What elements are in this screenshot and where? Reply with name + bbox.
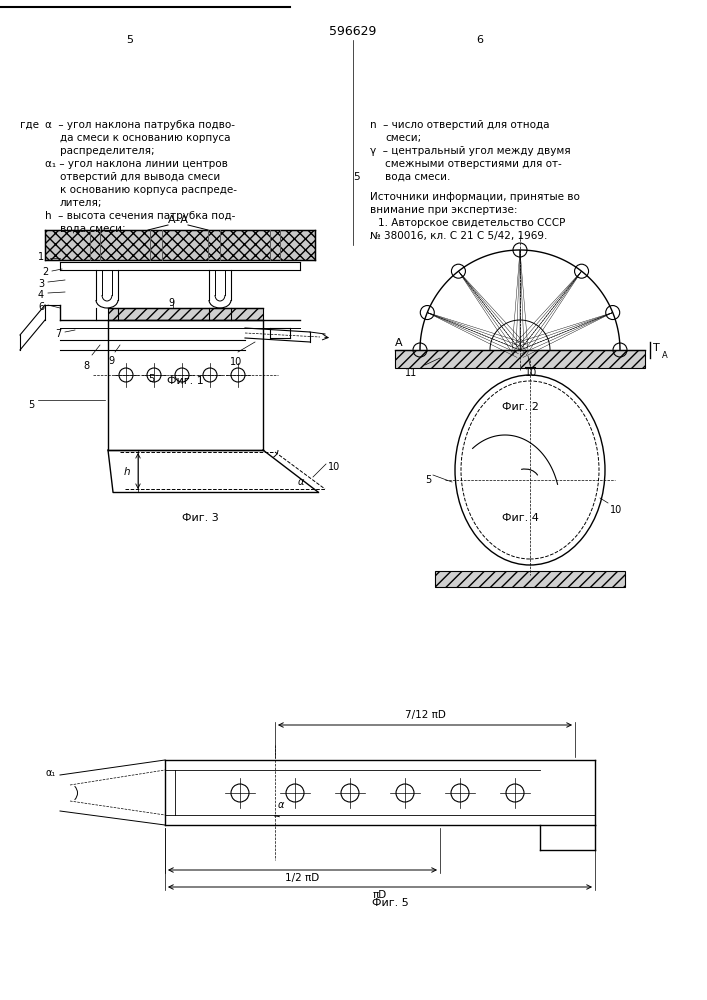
Text: 10: 10 — [525, 368, 537, 378]
Text: 596629: 596629 — [329, 25, 377, 38]
Text: Фиг. 3: Фиг. 3 — [182, 513, 218, 523]
Text: № 380016, кл. С 21 С 5/42, 1969.: № 380016, кл. С 21 С 5/42, 1969. — [370, 231, 547, 241]
Text: Источники информации, принятые во: Источники информации, принятые во — [370, 192, 580, 202]
Bar — [45, 230, 315, 260]
Text: h  – высота сечения патрубка под-: h – высота сечения патрубка под- — [45, 211, 235, 221]
Text: отверстий для вывода смеси: отверстий для вывода смеси — [60, 172, 221, 182]
Text: T: T — [653, 343, 660, 353]
Text: 5: 5 — [127, 35, 134, 45]
Text: Фиг. 5: Фиг. 5 — [372, 898, 409, 908]
Text: Фиг. 2: Фиг. 2 — [501, 402, 539, 412]
Text: α₁: α₁ — [45, 768, 55, 778]
Text: α₁ – угол наклона линии центров: α₁ – угол наклона линии центров — [45, 159, 228, 169]
Text: 1. Авторское свидетельство СССР: 1. Авторское свидетельство СССР — [378, 218, 566, 228]
Text: 10: 10 — [230, 357, 243, 367]
Text: 3: 3 — [38, 279, 44, 289]
Text: к основанию корпуса распреде-: к основанию корпуса распреде- — [60, 185, 237, 195]
Text: вода смеси.: вода смеси. — [385, 172, 450, 182]
Text: γ  – центральный угол между двумя: γ – центральный угол между двумя — [370, 146, 571, 156]
Text: лителя;: лителя; — [60, 198, 103, 208]
Bar — [108, 308, 263, 320]
Text: 9: 9 — [108, 356, 114, 366]
Text: 1: 1 — [38, 252, 44, 262]
Text: 5: 5 — [425, 475, 431, 485]
Text: 5: 5 — [148, 374, 154, 384]
Text: 8: 8 — [83, 361, 89, 371]
Text: 5: 5 — [28, 400, 34, 410]
Text: вода смеси;: вода смеси; — [60, 224, 126, 234]
Text: 7/12 πD: 7/12 πD — [404, 710, 445, 720]
Text: A: A — [662, 351, 667, 360]
Text: да смеси к основанию корпуса: да смеси к основанию корпуса — [60, 133, 230, 143]
Text: где: где — [20, 120, 42, 130]
Text: 7: 7 — [55, 329, 62, 339]
Text: распределителя;: распределителя; — [60, 146, 155, 156]
Text: 9: 9 — [168, 298, 174, 308]
Text: α: α — [298, 477, 305, 487]
Text: n  – число отверстий для отнода: n – число отверстий для отнода — [370, 120, 549, 130]
Text: α  – угол наклона патрубка подво-: α – угол наклона патрубка подво- — [45, 120, 235, 130]
Text: внимание при экспертизе:: внимание при экспертизе: — [370, 205, 518, 215]
Text: 2: 2 — [42, 267, 48, 277]
Bar — [395, 350, 645, 368]
Text: смежными отверстиями для от-: смежными отверстиями для от- — [385, 159, 562, 169]
Text: 10: 10 — [610, 505, 622, 515]
Text: А–А: А–А — [168, 215, 189, 225]
Text: 4: 4 — [38, 290, 44, 300]
Text: Фиг. 4: Фиг. 4 — [501, 513, 539, 523]
Text: 11: 11 — [405, 368, 417, 378]
Text: 6: 6 — [38, 302, 44, 312]
Text: смеси;: смеси; — [385, 133, 421, 143]
Text: 1/2 πD: 1/2 πD — [285, 873, 319, 883]
Text: 6: 6 — [477, 35, 484, 45]
Text: α: α — [278, 800, 284, 810]
Text: 10: 10 — [328, 462, 340, 472]
Text: πD: πD — [373, 890, 387, 900]
Text: h: h — [124, 467, 131, 477]
Text: Фиг. 1: Фиг. 1 — [167, 376, 204, 386]
Text: 5: 5 — [353, 172, 360, 182]
Text: A: A — [395, 338, 402, 348]
Bar — [435, 571, 625, 587]
